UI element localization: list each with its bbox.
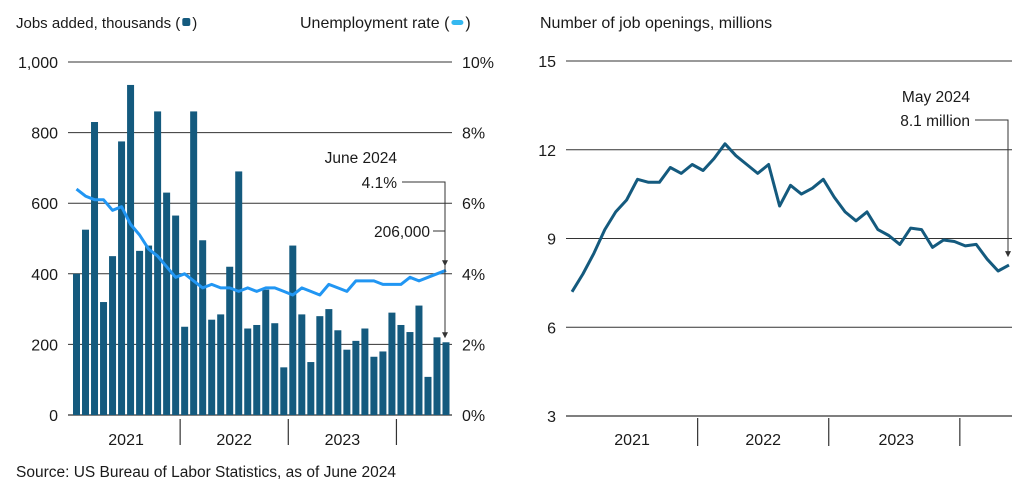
right-axis-title-close: ) [465,15,470,32]
left-tick-label: 400 [31,267,58,284]
source-note: Source: US Bureau of Labor Statistics, a… [16,464,396,481]
jobs-bar [235,171,243,415]
jobs-bar [388,312,396,415]
jobs-bar [109,256,117,415]
jobs-bar [334,330,342,415]
jobs-bar [370,356,378,415]
jobs-bar [172,215,180,415]
left-tick-label: 800 [31,126,58,143]
right-tick-label: 6% [462,196,485,213]
jobs-bar [271,323,279,415]
left-tick-label: 0 [49,408,58,425]
left-axis-title: Jobs added, thousands ( [16,15,180,32]
jobs-bar [226,266,234,415]
jobs-bar [379,351,387,415]
right-tick-label: 0% [462,408,485,425]
jobs-bar [424,376,432,415]
jobs-bar [208,319,216,415]
year-label: 2022 [216,432,252,449]
job-openings-line [570,142,1010,293]
jobs-bar [190,111,198,416]
jobs-bar [352,340,360,415]
jobs-bar [442,342,450,415]
jobs-bar [100,302,108,415]
arrow-head-icon [442,332,448,339]
jobs-bar [325,309,333,415]
jobs-bar [433,337,441,415]
unemployment-rate-line [75,187,447,297]
jobs-bar [316,316,324,415]
jobs-bar [397,324,405,415]
jobs-bar [118,141,126,416]
openings-tick-label: 15 [538,54,556,71]
right-tick-label: 10% [462,55,494,72]
jobs-bar [307,362,315,415]
jobs-bar [298,314,306,415]
left-axis-title-close: ) [192,15,197,32]
year-label: 2021 [614,432,650,449]
year-label: 2023 [325,432,361,449]
openings-annotation-value: 8.1 million [900,113,970,130]
jobs-bar [136,250,144,415]
jobs-bar [217,314,225,415]
right-axis-title: Unemployment rate ( [300,15,450,32]
unemployment-annotation-value: 4.1% [362,175,398,192]
jobs-bar [154,111,162,416]
right-tick-label: 2% [462,337,485,354]
job-openings-chart: Number of job openings, millions 3 6 9 12 15… [538,15,1012,449]
jobs-bar [145,245,153,415]
openings-tick-label: 3 [547,409,556,426]
right-tick-label: 8% [462,126,485,143]
jobs-bar [244,328,252,415]
jobs-bar [91,122,99,415]
openings-tick-label: 9 [547,232,556,249]
year-label: 2021 [108,432,144,449]
left-tick-label: 200 [31,337,58,354]
jobs-bar [415,305,423,415]
jobs-bar [73,273,80,415]
jobs-bar [253,324,261,415]
jobs-bar [361,328,369,415]
jobs-bar [181,326,189,415]
jobs-bar [406,332,414,415]
arrow-head-icon [1005,251,1011,258]
bar-legend-swatch [182,18,191,26]
jobs-bar [199,240,207,415]
jobs-leader-line [433,230,446,337]
jobs-bar [262,289,270,415]
year-label: 2022 [745,432,781,449]
jobs-bar [82,229,90,415]
jobs-bar [289,245,297,415]
year-label: 2023 [878,432,914,449]
openings-tick-label: 12 [538,143,556,160]
jobs-bar [163,192,171,415]
right-tick-label: 4% [462,267,485,284]
openings-leader-line [975,119,1009,256]
jobs-unemployment-chart: Jobs added, thousands ( ) Unemployment r… [16,15,494,449]
line-legend-swatch [451,20,464,25]
left-tick-label: 600 [31,196,58,213]
left-tick-label: 1,000 [18,55,58,72]
jobs-annotation-value: 206,000 [374,224,430,241]
openings-tick-label: 6 [547,320,556,337]
openings-chart-title: Number of job openings, millions [540,15,772,32]
openings-annotation-date: May 2024 [902,89,970,106]
jobs-bar [343,349,351,415]
unemployment-annotation-date: June 2024 [325,150,398,167]
jobs-bar [280,367,288,415]
jobs-bar [127,84,135,415]
